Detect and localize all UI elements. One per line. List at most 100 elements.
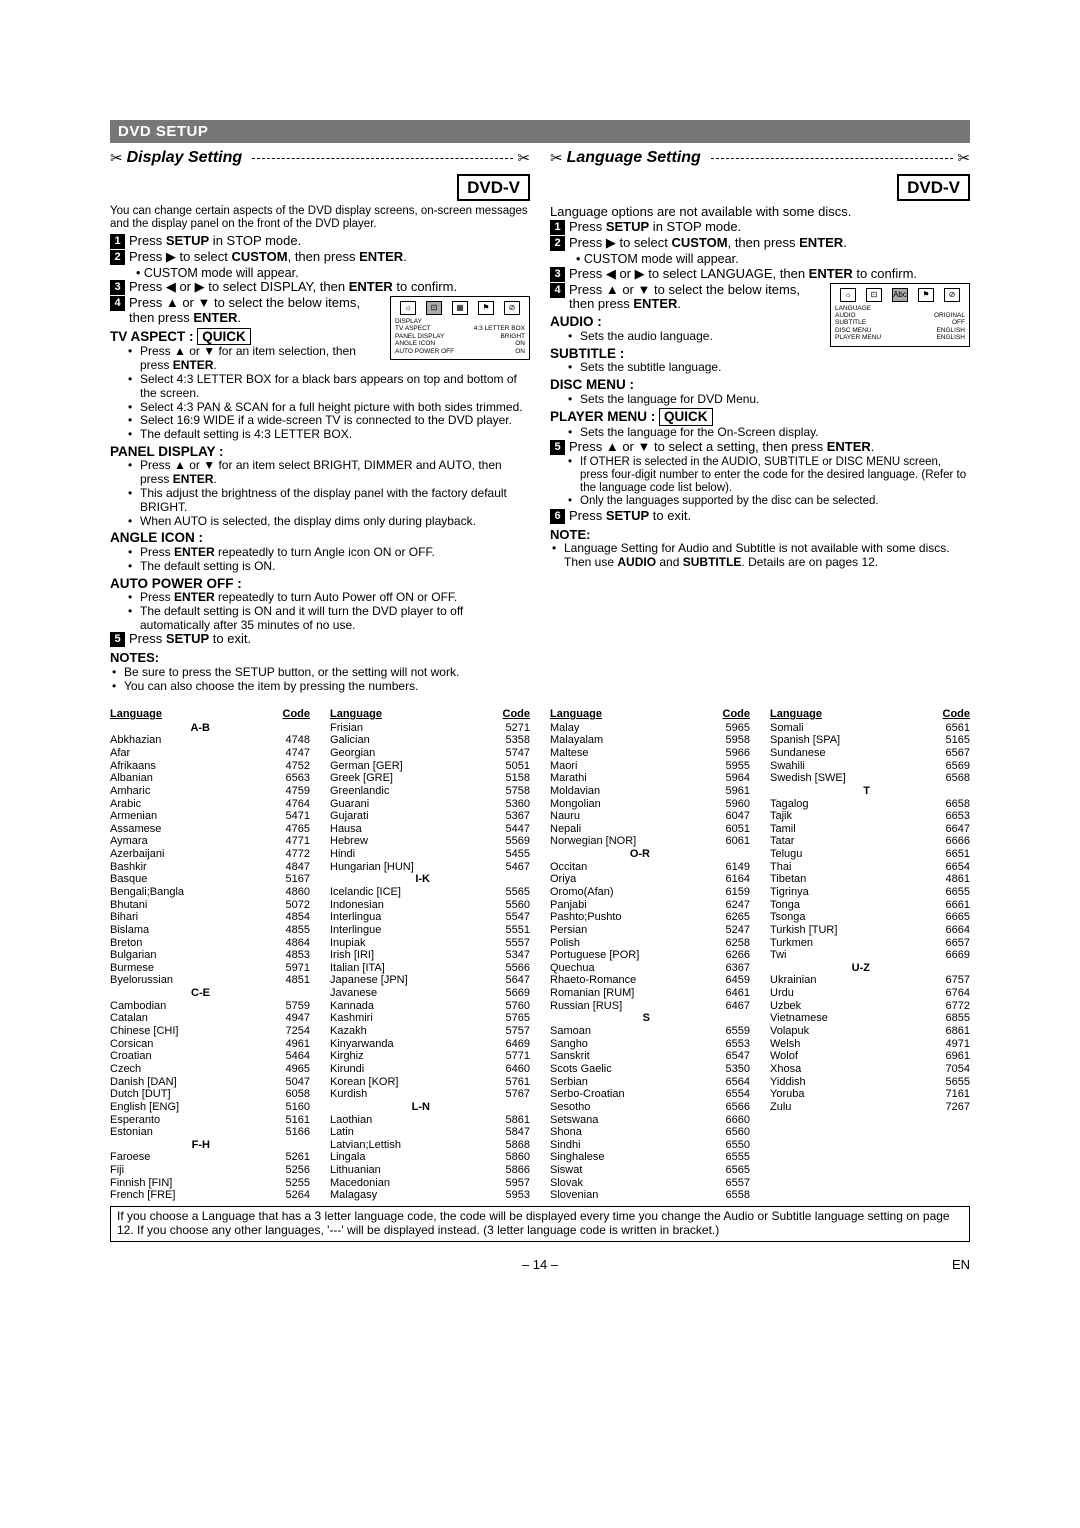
lang-row: Occitan6149: [550, 861, 750, 874]
lang-column: LanguageCodeFrisian5271Galician5358Georg…: [330, 708, 530, 1202]
scissor-icon: ✂: [110, 150, 123, 167]
lang-row: Nauru6047: [550, 810, 750, 823]
lang-row: Czech4965: [110, 1063, 310, 1076]
lang-row: Greek [GRE]5158: [330, 772, 530, 785]
lang-row: Sesotho6566: [550, 1101, 750, 1114]
lang-row: Bulgarian4853: [110, 949, 310, 962]
lang-row: Serbian6564: [550, 1076, 750, 1089]
lang-column: LanguageCodeSomali6561Spanish [SPA]5165S…: [770, 708, 970, 1202]
lang-row: Breton4864: [110, 937, 310, 950]
lang-row: Kazakh5757: [330, 1025, 530, 1038]
lang-row: Pashto;Pushto6265: [550, 911, 750, 924]
disc-menu-list: Sets the language for DVD Menu.: [550, 393, 970, 407]
subtitle-head: SUBTITLE :: [550, 346, 970, 362]
page-number: – 14 – EN: [110, 1258, 970, 1273]
lang-row: Tigrinya6655: [770, 886, 970, 899]
lang-row: Moldavian5961: [550, 785, 750, 798]
lang-row: Interlingue5551: [330, 924, 530, 937]
page-lang-code: EN: [952, 1258, 970, 1273]
lang-row: Aymara4771: [110, 835, 310, 848]
lang-row: Arabic4764: [110, 798, 310, 811]
lang-row: Tajik6653: [770, 810, 970, 823]
lang-row: Tibetan4861: [770, 873, 970, 886]
list-item: Only the languages supported by the disc…: [580, 495, 970, 508]
lang-row: Bashkir4847: [110, 861, 310, 874]
note-list: Language Setting for Audio and Subtitle …: [550, 542, 970, 570]
rstep-5-icon: 5: [550, 440, 565, 455]
lang-row: Urdu6764: [770, 987, 970, 1000]
lang-row: Bihari4854: [110, 911, 310, 924]
step-2-sub: • CUSTOM mode will appear.: [136, 266, 530, 280]
list-item: The default setting is ON and it will tu…: [140, 605, 530, 633]
dvd-v-badge: DVD-V: [457, 174, 530, 202]
lang-row: Nepali6051: [550, 823, 750, 836]
display-intro: You can change certain aspects of the DV…: [110, 205, 530, 231]
list-item: Press ▲ or ▼ for an item selection, then…: [140, 345, 530, 373]
lang-row: Welsh4971: [770, 1038, 970, 1051]
lang-row: Greenlandic5758: [330, 785, 530, 798]
lang-row: Cambodian5759: [110, 1000, 310, 1013]
lang-row: Maltese5966: [550, 747, 750, 760]
list-item: Press ENTER repeatedly to turn Auto Powe…: [140, 591, 530, 605]
panel-display-head: PANEL DISPLAY :: [110, 444, 530, 460]
lang-row: Oromo(Afan)6159: [550, 886, 750, 899]
dashline: [711, 158, 954, 159]
step-1-text: Press SETUP in STOP mode.: [129, 234, 530, 249]
lang-row: Twi6669: [770, 949, 970, 962]
display-setting-column: ✂ Display Setting ✂ DVD-V You can change…: [110, 149, 530, 694]
audio-list: Sets the audio language.: [550, 330, 970, 344]
lang-row: Hausa5447: [330, 823, 530, 836]
lang-row: Burmese5971: [110, 962, 310, 975]
lang-row: Bhutani5072: [110, 899, 310, 912]
list-item: Press ENTER repeatedly to turn Angle ico…: [140, 546, 530, 560]
lang-row: Spanish [SPA]5165: [770, 734, 970, 747]
angle-icon-list: Press ENTER repeatedly to turn Angle ico…: [110, 546, 530, 574]
lang-row: Javanese5669: [330, 987, 530, 1000]
lang-row: Guarani5360: [330, 798, 530, 811]
lang-row: Kurdish5767: [330, 1088, 530, 1101]
lang-row: Frisian5271: [330, 722, 530, 735]
list-item: Press ▲ or ▼ for an item select BRIGHT, …: [140, 459, 530, 487]
auto-power-list: Press ENTER repeatedly to turn Auto Powe…: [110, 591, 530, 632]
lang-row: Slovenian6558: [550, 1189, 750, 1202]
lang-row: Yoruba7161: [770, 1088, 970, 1101]
lang-row: Afrikaans4752: [110, 760, 310, 773]
lang-row: Sangho6553: [550, 1038, 750, 1051]
step-3-icon: 3: [110, 280, 125, 295]
lang-row: Hungarian [HUN]5467: [330, 861, 530, 874]
lang-row: Sanskrit6547: [550, 1050, 750, 1063]
lang-row: Tatar6666: [770, 835, 970, 848]
lang-row: Vietnamese6855: [770, 1012, 970, 1025]
language-intro: Language options are not available with …: [550, 205, 970, 220]
dvd-v-badge: DVD-V: [897, 174, 970, 202]
lang-row: Volapuk6861: [770, 1025, 970, 1038]
lang-row: Estonian5166: [110, 1126, 310, 1139]
lang-row: Somali6561: [770, 722, 970, 735]
lang-row: Basque5167: [110, 873, 310, 886]
step-2-text: Press ▶ to select CUSTOM, then press ENT…: [129, 250, 530, 265]
lang-row: Italian [ITA]5566: [330, 962, 530, 975]
lang-row: Irish [IRI]5347: [330, 949, 530, 962]
footer-note: If you choose a Language that has a 3 le…: [110, 1206, 970, 1242]
lang-group-header: U-Z: [770, 962, 970, 975]
lang-row: Interlingua5547: [330, 911, 530, 924]
step-1-icon: 1: [110, 234, 125, 249]
lang-row: Inupiak5557: [330, 937, 530, 950]
scissor-end-icon: ✂: [517, 150, 530, 167]
scissor-icon: ✂: [550, 150, 563, 167]
lang-row: Kinyarwanda6469: [330, 1038, 530, 1051]
lang-group-header: L-N: [330, 1101, 530, 1114]
lang-row: Kannada5760: [330, 1000, 530, 1013]
player-menu-head: PLAYER MENU : QUICK: [550, 408, 970, 426]
lang-row: Maori5955: [550, 760, 750, 773]
step-5-icon: 5: [110, 632, 125, 647]
lang-row: Icelandic [ICE]5565: [330, 886, 530, 899]
lang-group-header: T: [770, 785, 970, 798]
lang-group-header: I-K: [330, 873, 530, 886]
lang-row: Polish6258: [550, 937, 750, 950]
list-item: When AUTO is selected, the display dims …: [140, 515, 530, 529]
rstep-5-text: Press ▲ or ▼ to select a setting, then p…: [569, 440, 970, 455]
step-5-text: Press SETUP to exit.: [129, 632, 530, 647]
lang-row: Serbo-Croatian6554: [550, 1088, 750, 1101]
lang-row: Amharic4759: [110, 785, 310, 798]
